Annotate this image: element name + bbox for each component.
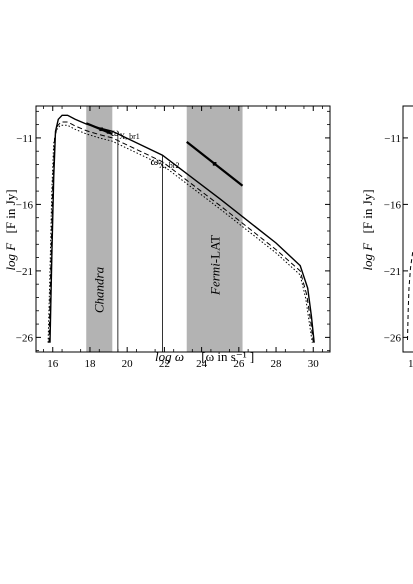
y-axis-label-unit: [F in Jy] bbox=[3, 189, 18, 233]
data-point-0 bbox=[99, 127, 103, 132]
right-axis-ticks bbox=[403, 137, 408, 338]
y-axis-label: log F [F in Jy] bbox=[3, 189, 18, 270]
y-tick-label--16: −16 bbox=[16, 199, 34, 211]
band-0 bbox=[86, 106, 113, 352]
x-tick-label-24: 24 bbox=[196, 358, 208, 370]
x-tick-label-26: 26 bbox=[233, 358, 245, 370]
x-axis-label-unit: [ω in s⁻¹ ] bbox=[201, 349, 254, 364]
x-tick-label-20: 20 bbox=[122, 358, 134, 370]
data-point-1 bbox=[106, 130, 111, 134]
x-tick-label-28: 28 bbox=[271, 358, 283, 370]
right-y-axis-label-unit: [F in Jy] bbox=[360, 189, 375, 233]
x-tick-label-18: 18 bbox=[84, 358, 96, 370]
tick-labels: 16 18 20 22 24 26 28 30 −11 −16 −21 −26 bbox=[16, 133, 319, 370]
y-tick-label--21: −21 bbox=[16, 266, 33, 278]
axis-ticks bbox=[36, 106, 330, 352]
observed-data bbox=[85, 122, 244, 187]
right-tick-labels: −11 −16 −21 −26 1 bbox=[384, 133, 413, 370]
x-tick-label-30: 30 bbox=[308, 358, 320, 370]
x-tick-label-16: 16 bbox=[47, 358, 59, 370]
x-tick-label-22: 22 bbox=[159, 358, 170, 370]
chandra-band-label: Chandra bbox=[91, 266, 106, 313]
curve-dotted bbox=[47, 124, 313, 343]
curve-dashed bbox=[48, 121, 314, 343]
right-y-tick-label--16: −16 bbox=[384, 199, 402, 211]
band-1 bbox=[186, 106, 243, 352]
break-2-symbol: ω bbox=[151, 154, 159, 168]
fermi-lat-band-label: Fermi-LAT bbox=[208, 235, 223, 296]
right-x-tick-label-0: 1 bbox=[408, 358, 413, 370]
right-plot-frame bbox=[402, 105, 413, 353]
break-1-subscript: X, br1 bbox=[119, 132, 139, 141]
x-axis-label-main: log ω bbox=[155, 349, 184, 364]
right-y-axis-label-main: log F bbox=[360, 242, 375, 271]
y-tick-label--11: −11 bbox=[16, 133, 33, 145]
right-y-tick-label--11: −11 bbox=[384, 133, 401, 145]
break-1-label: ωX, br1 bbox=[111, 125, 140, 141]
break-2-subscript: X, br2 bbox=[159, 161, 179, 170]
right-y-tick-label--26: −26 bbox=[384, 332, 402, 344]
fermi-label-italic: Fermi bbox=[208, 263, 223, 296]
left-chart: 16 18 20 22 24 26 28 30 −11 −16 −21 −26 log ω [ω in… bbox=[3, 105, 331, 370]
fermi-label-rest: -LAT bbox=[208, 235, 223, 263]
right-y-axis-label: log F [F in Jy] bbox=[360, 189, 375, 270]
right-dashed-curve bbox=[407, 249, 413, 341]
right-y-tick-label--21: −21 bbox=[384, 266, 401, 278]
shaded-bands bbox=[86, 106, 243, 352]
x-axis-label: log ω [ω in s⁻¹ ] bbox=[155, 349, 254, 364]
right-chart-partial: −11 −16 −21 −26 1 log F [F in Jy] bbox=[360, 105, 413, 370]
break-1-symbol: ω bbox=[111, 125, 119, 139]
y-tick-label--26: −26 bbox=[16, 332, 34, 344]
data-point-2 bbox=[212, 162, 217, 166]
plot-frame bbox=[35, 105, 331, 353]
break-2-label: ωX, br2 bbox=[151, 154, 180, 170]
break-lines bbox=[117, 133, 163, 352]
y-axis-label-main: log F bbox=[3, 242, 18, 271]
